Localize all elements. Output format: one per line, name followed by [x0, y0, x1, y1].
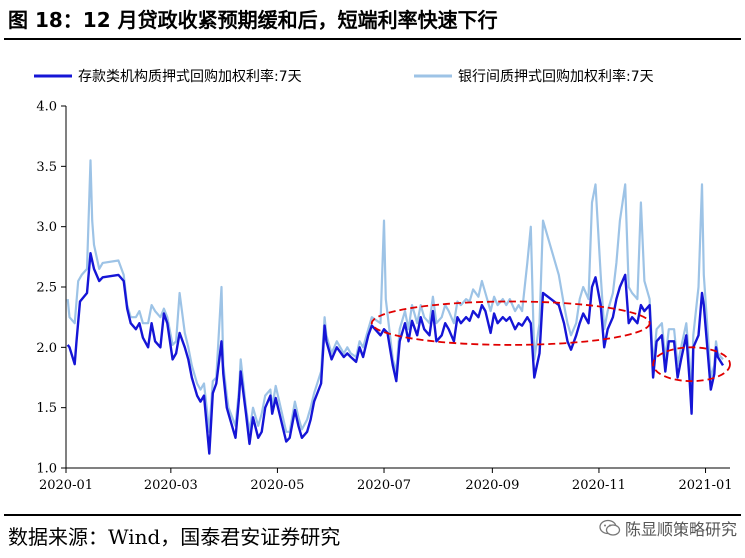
y-tick-label: 1.5	[36, 401, 57, 416]
title-rule	[4, 38, 741, 40]
line-chart: 存款类机构质押式回购加权利率:7天 银行间质押式回购加权利率:7天 4.0 3.5…	[34, 68, 733, 494]
y-tick-label: 3.5	[36, 160, 57, 175]
x-tick-label: 2020-01	[39, 478, 93, 493]
x-tick-label: 2020-11	[572, 478, 626, 493]
x-tick-label: 2020-09	[465, 478, 519, 493]
watermark: 陈显顺策略研究	[599, 516, 737, 540]
x-tick-label: 2020-07	[357, 478, 411, 493]
footer-rule	[4, 514, 741, 516]
legend: 存款类机构质押式回购加权利率:7天 银行间质押式回购加权利率:7天	[34, 68, 654, 85]
wechat-icon	[599, 519, 621, 536]
y-tick-label: 3.0	[36, 220, 57, 235]
annotation-layer	[370, 300, 731, 383]
y-tick-label: 2.0	[36, 341, 57, 356]
figure-title: 图 18：12 月贷政收紧预期缓和后，短端利率快速下行	[8, 8, 498, 32]
series-layer	[66, 159, 725, 455]
y-tick-label: 2.5	[36, 281, 57, 296]
legend-label-series2: 银行间质押式回购加权利率:7天	[458, 68, 654, 85]
series-line-2	[66, 159, 724, 433]
watermark-label: 陈显顺策略研究	[624, 520, 737, 539]
highlight-ellipse-1	[370, 300, 651, 346]
x-tick-label: 2020-03	[144, 478, 198, 493]
x-tick-label: 2020-05	[250, 478, 304, 493]
x-tick-label: 2021-01	[679, 478, 733, 493]
highlight-ellipse-2	[652, 346, 731, 383]
y-tick-label: 4.0	[36, 100, 57, 115]
legend-label-series1: 存款类机构质押式回购加权利率:7天	[78, 68, 302, 85]
source-note: 数据来源：Wind，国泰君安证券研究	[8, 525, 341, 549]
y-tick-label: 1.0	[36, 462, 57, 477]
series-line-1	[66, 252, 725, 455]
